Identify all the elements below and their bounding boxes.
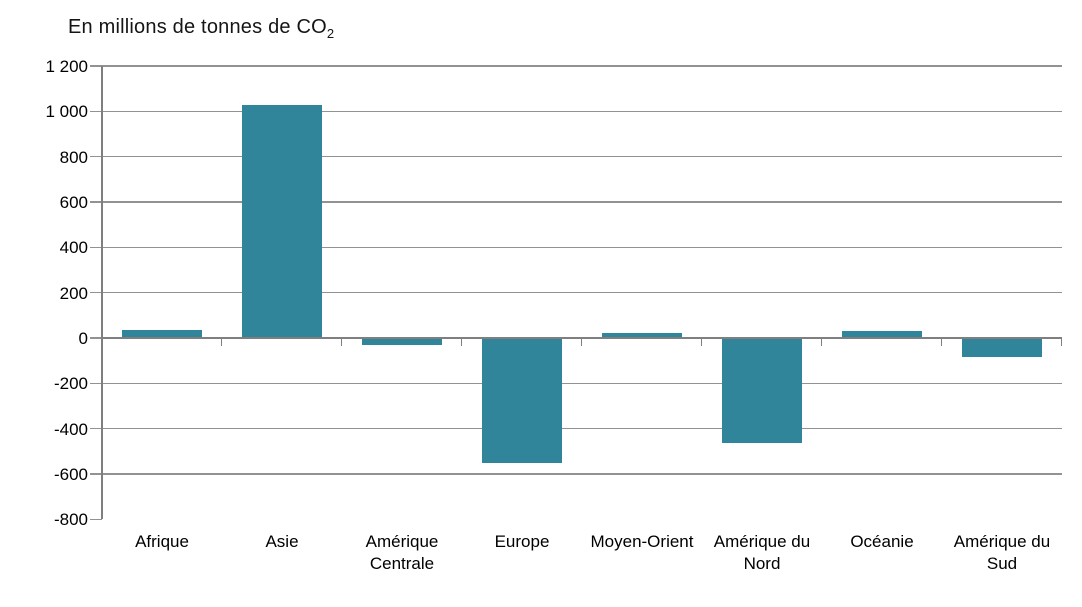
x-axis-tick: [701, 337, 703, 346]
y-axis-tick: [90, 518, 102, 520]
y-axis-tick: [90, 65, 102, 67]
y-axis-line: [101, 66, 103, 520]
bar: [122, 330, 202, 338]
y-tick-label: 400: [59, 238, 88, 258]
y-tick-label: -200: [53, 374, 88, 394]
y-axis-tick: [90, 156, 102, 158]
y-axis-tick: [90, 110, 102, 112]
y-tick-label: -400: [53, 419, 88, 439]
y-axis-tick: [90, 382, 102, 384]
gridline: [102, 292, 1062, 294]
bar: [242, 104, 322, 338]
y-axis-tick: [90, 292, 102, 294]
y-axis-tick: [90, 337, 102, 339]
gridline: [102, 473, 1062, 475]
y-tick-label: 1 200: [45, 57, 88, 76]
bar: [482, 337, 562, 463]
chart-title: En millions de tonnes de CO2: [68, 16, 334, 41]
y-tick-label: -800: [53, 510, 88, 530]
x-axis-tick: [821, 337, 823, 346]
y-axis-tick: [90, 201, 102, 203]
y-tick-label: 800: [59, 147, 88, 167]
bar: [722, 337, 802, 444]
gridline: [102, 201, 1062, 203]
category-label: Europe: [494, 532, 550, 551]
gridline: [102, 246, 1062, 248]
gridline: [102, 382, 1062, 384]
y-tick-label: 0: [78, 328, 88, 348]
y-tick-label: -600: [53, 464, 88, 484]
gridline: [102, 110, 1062, 112]
x-axis-tick: [941, 337, 943, 346]
category-label: Asie: [265, 532, 299, 551]
x-axis-tick: [221, 337, 223, 346]
category-label: Océanie: [850, 532, 914, 551]
bar: [962, 337, 1042, 358]
bar: [842, 331, 922, 338]
y-axis-tick: [90, 473, 102, 475]
chart-title-subscript: 2: [326, 26, 335, 41]
category-label: Afrique: [135, 532, 189, 551]
y-tick-label: 1 000: [45, 102, 88, 122]
bar: [362, 337, 442, 345]
x-axis-tick: [461, 337, 463, 346]
category-label: Moyen-Orient: [590, 532, 694, 551]
x-axis-tick: [581, 337, 583, 346]
gridline: [102, 428, 1062, 430]
gridline: [102, 156, 1062, 158]
category-label: Amérique du Nord: [713, 532, 811, 574]
gridline: [102, 65, 1062, 67]
x-axis-tick: [1061, 337, 1063, 346]
category-label: Amérique du Sud: [953, 532, 1051, 574]
bar: [602, 333, 682, 338]
x-axis-tick: [341, 337, 343, 346]
chart-title-text: En millions de tonnes de CO: [68, 16, 327, 38]
y-axis-tick: [90, 246, 102, 248]
category-label: Amérique Centrale: [365, 532, 439, 574]
y-tick-label: 200: [59, 283, 88, 303]
y-axis-tick: [90, 428, 102, 430]
y-tick-label: 600: [59, 192, 88, 212]
